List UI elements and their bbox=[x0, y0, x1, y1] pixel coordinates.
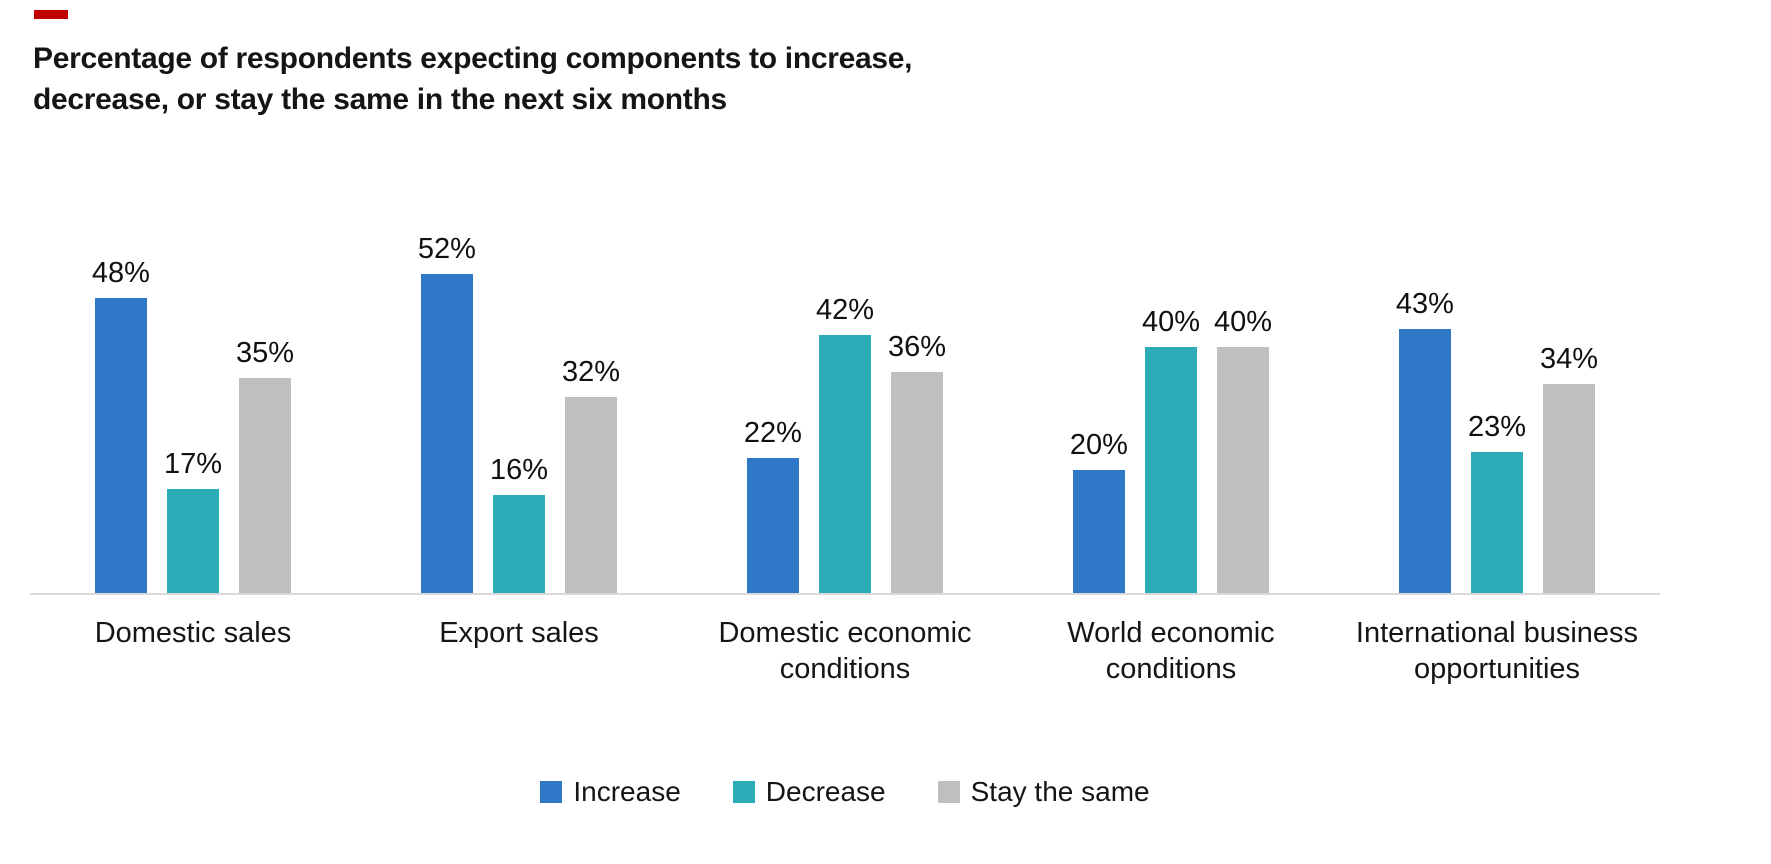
bar-chart: 48% 17% 35% Domestic sales 52% 16% 32% Export s… bbox=[30, 213, 1660, 687]
bar-stay-the-same bbox=[565, 397, 618, 593]
bar-decrease bbox=[492, 495, 545, 593]
value-label: 16% bbox=[489, 454, 549, 486]
bar-item: 34% bbox=[1540, 343, 1598, 593]
bar-decrease bbox=[166, 489, 219, 593]
page-title-line-1: Percentage of respondents expecting comp… bbox=[33, 42, 913, 75]
category-label: Domestic economic conditions bbox=[718, 617, 972, 685]
value-label: 22% bbox=[743, 417, 802, 449]
bar-item: 35% bbox=[236, 337, 294, 593]
red-accent-dash bbox=[34, 10, 68, 19]
bar-stay-the-same bbox=[1217, 347, 1270, 593]
legend-item: Decrease bbox=[732, 776, 886, 808]
bar-decrease bbox=[818, 335, 871, 593]
legend-item: Stay the same bbox=[937, 776, 1150, 808]
value-label: 42% bbox=[815, 294, 875, 326]
x-axis-line bbox=[30, 593, 1660, 595]
bar-item: 52% bbox=[418, 233, 476, 593]
value-label: 52% bbox=[417, 233, 476, 265]
legend-label: Stay the same bbox=[970, 776, 1150, 807]
category-label: World economic conditions bbox=[1067, 617, 1275, 685]
legend-label: Increase bbox=[573, 776, 681, 807]
bar-item: 48% bbox=[92, 257, 150, 593]
value-label: 17% bbox=[163, 448, 223, 480]
bar-increase bbox=[420, 274, 473, 593]
value-label: 48% bbox=[91, 257, 150, 289]
bar-item: 20% bbox=[1070, 429, 1128, 593]
page-title-line-2: decrease, or stay the same in the next s… bbox=[33, 83, 727, 116]
bar-item: 40% bbox=[1142, 306, 1200, 593]
bar-stay-the-same bbox=[1543, 384, 1596, 593]
bar-increase bbox=[94, 298, 147, 593]
bar-item: 16% bbox=[490, 454, 548, 593]
value-label: 32% bbox=[562, 356, 621, 388]
value-label: 23% bbox=[1467, 411, 1527, 443]
page-title: Percentage of respondents expecting comp… bbox=[33, 38, 913, 120]
bar-cluster: 22% 42% 36% bbox=[744, 213, 946, 593]
bar-cluster: 48% 17% 35% bbox=[92, 213, 294, 593]
legend-swatch-icon bbox=[732, 781, 755, 803]
bar-item: 22% bbox=[744, 417, 802, 593]
legend-swatch-icon bbox=[540, 781, 563, 803]
bar-cluster: 43% 23% 34% bbox=[1396, 213, 1598, 593]
value-label: 34% bbox=[1540, 343, 1599, 375]
bar-stay-the-same bbox=[239, 378, 292, 593]
bar-group: 43% 23% 34% International business opportun… bbox=[1334, 213, 1660, 687]
bar-decrease bbox=[1144, 347, 1197, 593]
legend-swatch-icon bbox=[937, 781, 960, 803]
bar-decrease bbox=[1470, 452, 1523, 593]
value-label: 35% bbox=[236, 337, 295, 369]
bar-group: 48% 17% 35% Domestic sales bbox=[30, 213, 356, 687]
bar-cluster: 52% 16% 32% bbox=[418, 213, 620, 593]
chart-legend: Increase Decrease Stay the same bbox=[30, 776, 1660, 808]
bar-group: 52% 16% 32% Export sales bbox=[356, 213, 682, 687]
bar-increase bbox=[746, 458, 799, 593]
value-label: 40% bbox=[1214, 306, 1273, 338]
bar-item: 23% bbox=[1468, 411, 1526, 593]
value-label: 43% bbox=[1395, 288, 1454, 320]
bar-item: 40% bbox=[1214, 306, 1272, 593]
value-label: 40% bbox=[1141, 306, 1201, 338]
value-label: 36% bbox=[888, 331, 947, 363]
category-label: International business opportunities bbox=[1355, 617, 1639, 685]
bar-item: 32% bbox=[562, 356, 620, 593]
bar-item: 17% bbox=[164, 448, 222, 593]
category-label: Domestic sales bbox=[94, 617, 292, 649]
bar-group: 22% 42% 36% Domestic economic conditions bbox=[682, 213, 1008, 687]
bar-increase bbox=[1398, 329, 1451, 593]
legend-label: Decrease bbox=[765, 776, 886, 807]
bar-increase bbox=[1072, 470, 1125, 593]
bar-item: 42% bbox=[816, 294, 874, 593]
legend-item: Increase bbox=[540, 776, 681, 808]
bar-stay-the-same bbox=[891, 372, 944, 593]
bar-group: 20% 40% 40% World economic conditions bbox=[1008, 213, 1334, 687]
category-label: Export sales bbox=[439, 617, 599, 649]
bar-item: 43% bbox=[1396, 288, 1454, 593]
bar-item: 36% bbox=[888, 331, 946, 593]
bar-cluster: 20% 40% 40% bbox=[1070, 213, 1272, 593]
value-label: 20% bbox=[1069, 429, 1128, 461]
